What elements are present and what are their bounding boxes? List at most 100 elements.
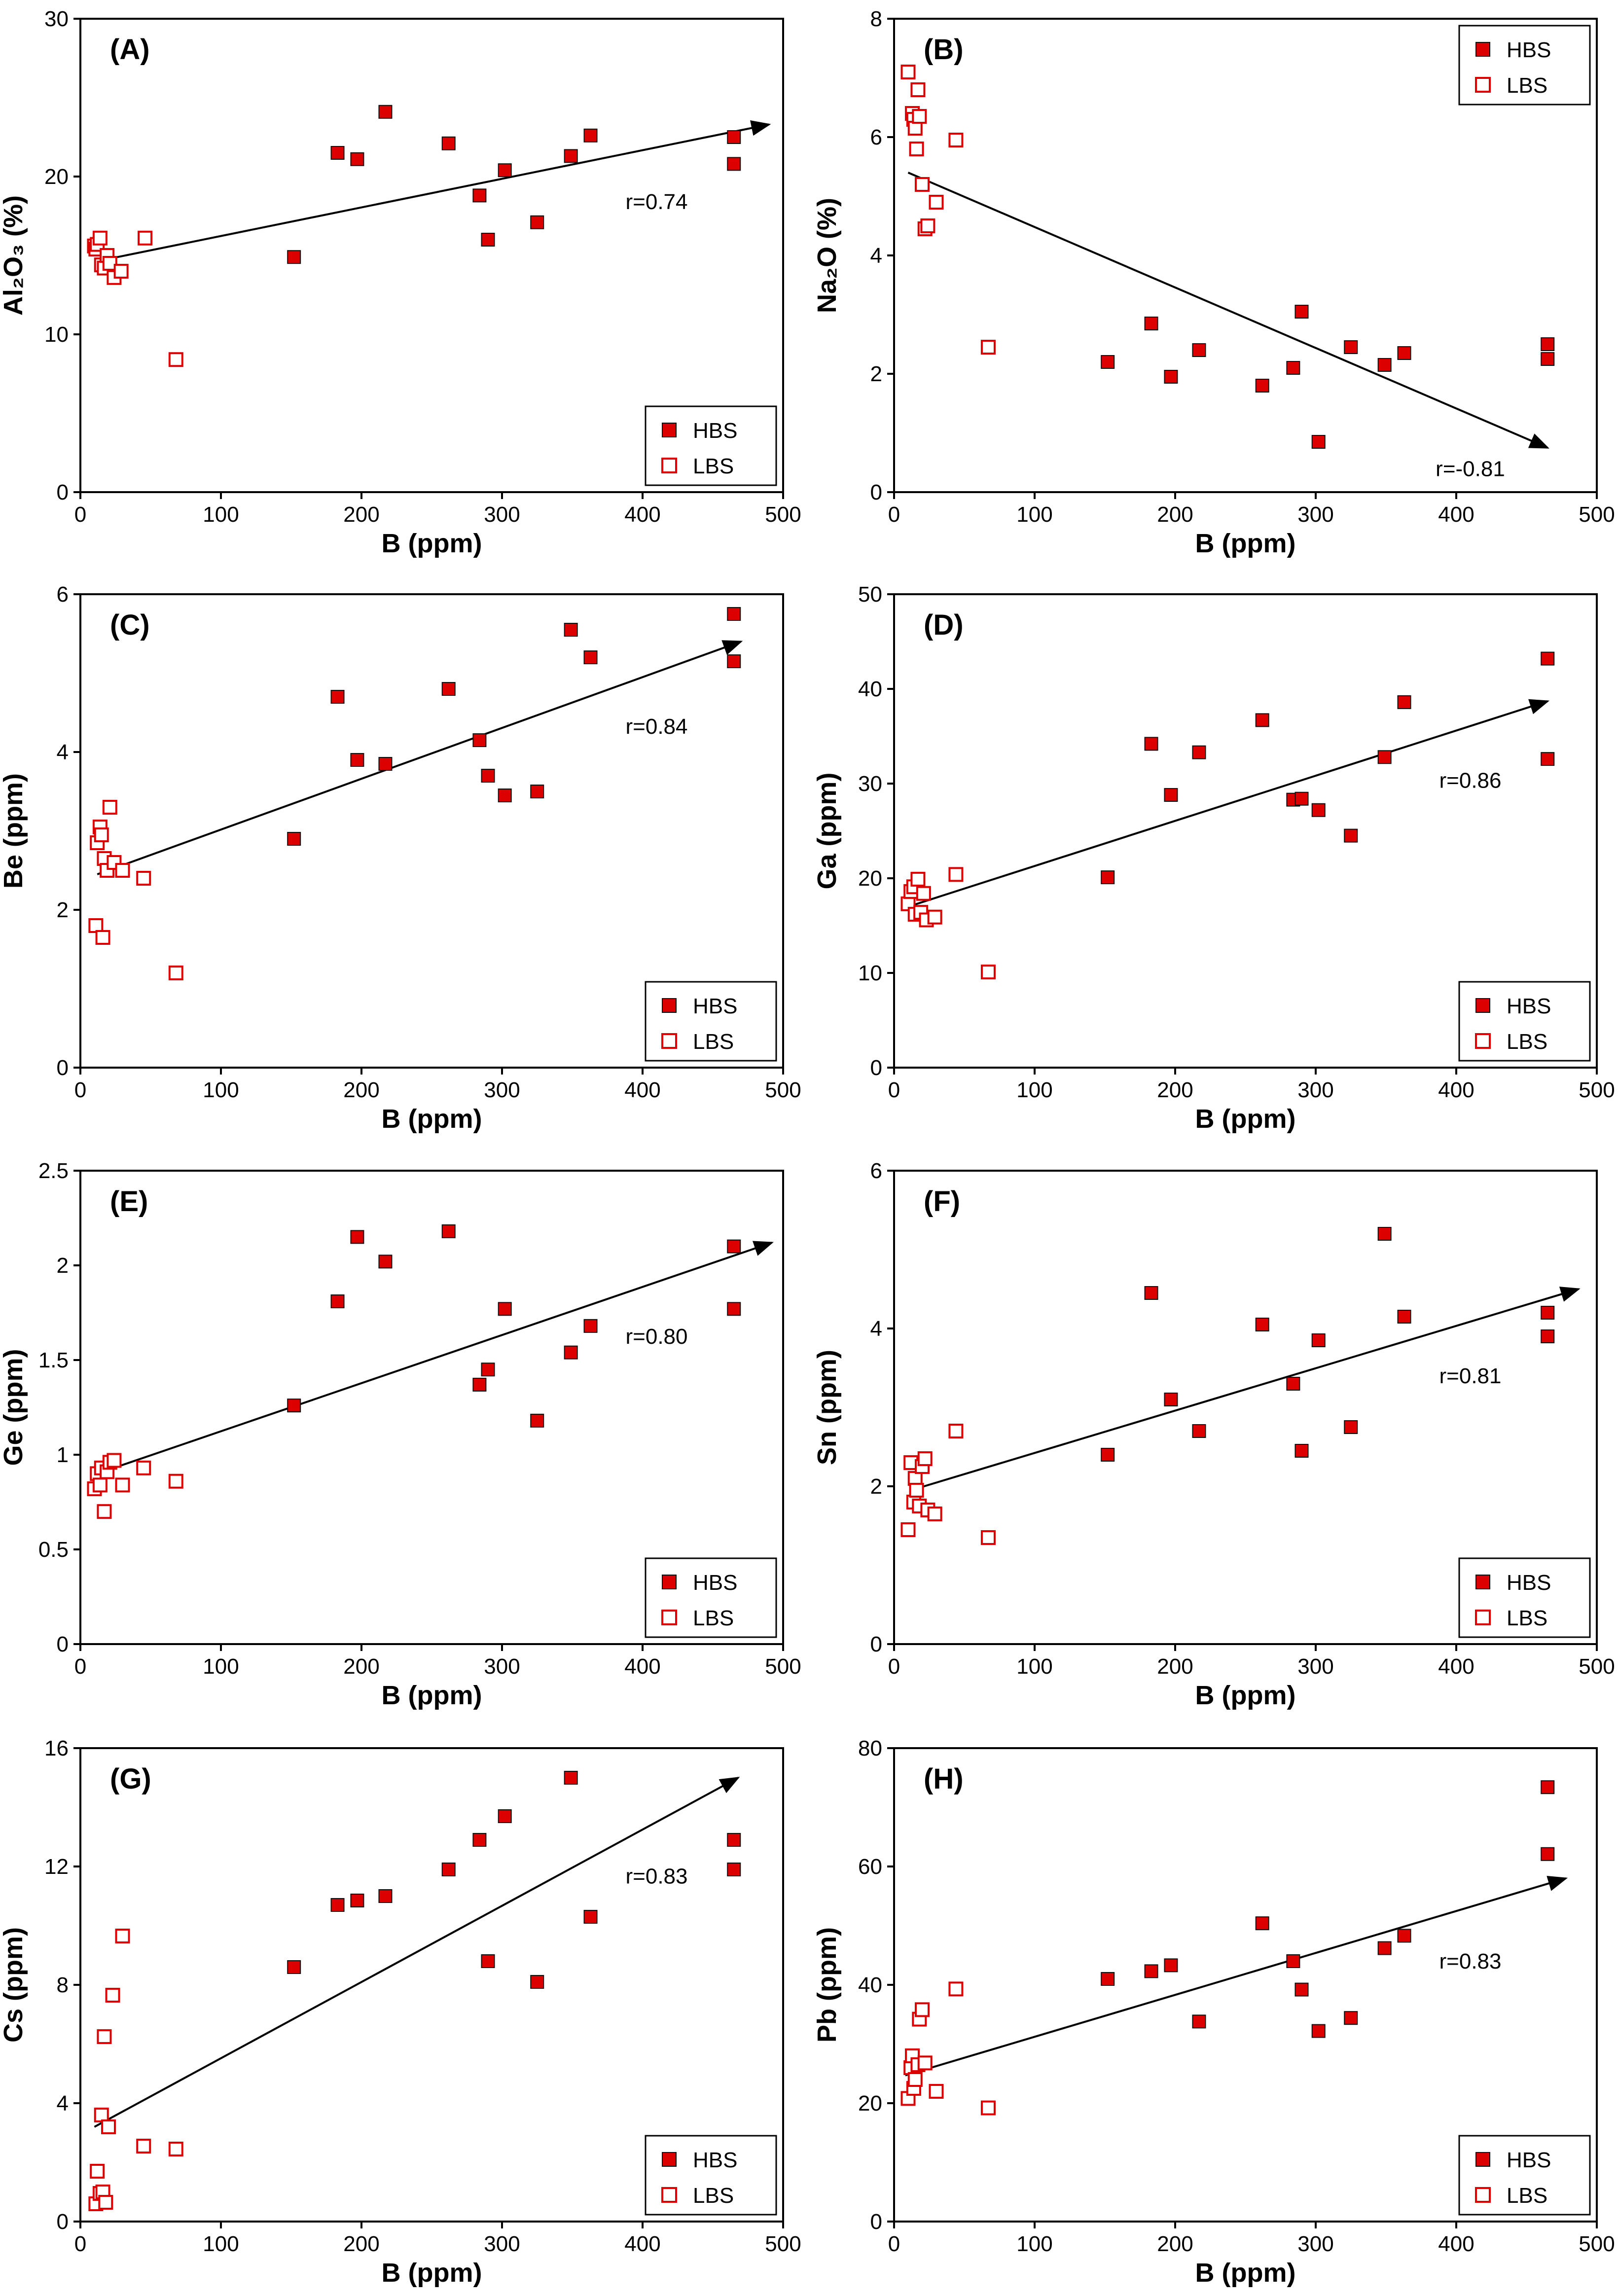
lbs-point — [95, 930, 110, 945]
correlation-label: r=0.83 — [626, 1865, 688, 1889]
hbs-point — [1144, 1964, 1158, 1978]
legend-label-hbs: HBS — [693, 994, 737, 1018]
lbs-point — [102, 800, 117, 815]
x-tick-label: 400 — [1438, 1078, 1474, 1102]
hbs-point — [727, 654, 741, 668]
panel-e: 0 100 200 300 400 500 0 0.5 1 1.5 2 2.5 B (ppm) Ge (p… — [0, 1159, 801, 1710]
hbs-point — [564, 1771, 578, 1785]
trend-arrow — [94, 1777, 740, 2128]
x-tick-label: 0 — [888, 1078, 900, 1102]
hbs-point — [1541, 1306, 1555, 1320]
lbs-point — [917, 1451, 933, 1466]
lbs-point — [980, 965, 996, 980]
lbs-point — [920, 218, 935, 233]
x-tick-label: 0 — [74, 1654, 86, 1679]
lbs-point — [912, 109, 927, 124]
hbs-point — [1541, 1329, 1555, 1343]
hbs-point — [287, 1399, 301, 1413]
x-axis-title: B (ppm) — [382, 1681, 482, 1710]
legend-label-lbs: LBS — [693, 2184, 734, 2208]
hbs-point — [350, 1230, 364, 1244]
y-axis-title: Sn (ppm) — [812, 1350, 842, 1465]
legend-marker-lbs — [661, 1610, 677, 1625]
trend-arrow — [97, 640, 743, 875]
hbs-point — [498, 163, 512, 178]
y-tick-label: 20 — [858, 2091, 882, 2116]
x-tick-label: 100 — [203, 1078, 239, 1102]
hbs-point — [1286, 361, 1300, 375]
plot-frame — [893, 593, 1598, 1069]
legend-marker-hbs — [662, 423, 677, 437]
hbs-point — [583, 1910, 598, 1924]
x-tick-label: 400 — [1438, 502, 1474, 527]
x-tick-label: 0 — [888, 502, 900, 527]
y-tick-label: 1 — [57, 1443, 69, 1467]
x-tick-label: 300 — [1297, 1078, 1333, 1102]
hbs-point — [1397, 695, 1411, 709]
hbs-point — [727, 1239, 741, 1254]
hbs-point — [1311, 2024, 1326, 2038]
lbs-point — [910, 871, 926, 887]
legend-label-hbs: HBS — [1507, 2148, 1551, 2172]
lbs-point — [915, 2002, 930, 2017]
y-tick-label: 50 — [858, 582, 882, 607]
hbs-point — [1192, 343, 1206, 357]
x-tick-label: 100 — [1016, 1654, 1052, 1679]
hbs-point — [498, 789, 512, 802]
x-axis-title: B (ppm) — [1195, 1681, 1296, 1710]
y-tick-label: 1.5 — [38, 1348, 69, 1372]
hbs-point — [498, 1809, 512, 1823]
lbs-point — [115, 1477, 130, 1493]
lbs-point — [94, 2108, 109, 2122]
hbs-point — [1192, 2014, 1206, 2029]
lbs-point — [948, 1424, 964, 1438]
lbs-point — [980, 340, 996, 355]
hbs-point — [530, 215, 544, 229]
x-tick-label: 300 — [484, 2232, 520, 2256]
x-tick-label: 500 — [1579, 502, 1615, 527]
lbs-point — [948, 133, 964, 147]
panel-f: 0 100 200 300 400 500 0 2 4 6 B (ppm) Sn (ppm) (F) r=… — [812, 1159, 1615, 1710]
hbs-point — [1377, 750, 1392, 764]
legend-marker-lbs — [1475, 77, 1491, 93]
y-axis-title: Ge (ppm) — [0, 1349, 28, 1466]
y-tick-label: 0 — [870, 1056, 882, 1080]
hbs-point — [1311, 435, 1326, 449]
panel-g: 0 100 200 300 400 500 0 4 8 12 16 B (ppm) Cs (ppm) (G… — [0, 1736, 801, 2288]
hbs-point — [1255, 1318, 1269, 1331]
y-tick-label: 30 — [858, 772, 882, 796]
lbs-point — [980, 1530, 996, 1545]
legend-marker-hbs — [1475, 1575, 1490, 1589]
hbs-point — [441, 1863, 456, 1876]
lbs-point — [115, 1929, 130, 1943]
y-tick-label: 4 — [57, 2091, 69, 2116]
hbs-point — [1164, 1393, 1178, 1406]
hbs-point — [1255, 713, 1269, 727]
hbs-point — [330, 690, 345, 704]
y-tick-label: 0 — [870, 480, 882, 504]
hbs-point — [1294, 1444, 1309, 1458]
trend-arrow — [91, 1241, 774, 1477]
lbs-point — [907, 1471, 923, 1486]
hbs-point — [1164, 1958, 1178, 1973]
lbs-point — [97, 1504, 112, 1519]
hbs-point — [287, 250, 301, 264]
lbs-point — [97, 2029, 112, 2044]
y-tick-label: 20 — [44, 165, 69, 189]
hbs-point — [1144, 317, 1158, 330]
hbs-point — [1255, 379, 1269, 393]
x-tick-label: 400 — [624, 1078, 660, 1102]
lbs-point — [948, 867, 964, 882]
panel-c: 0 100 200 300 400 500 0 2 4 6 B (ppm) Be (ppm) (C) r=… — [0, 582, 801, 1134]
hbs-point — [1311, 803, 1326, 817]
hbs-point — [1164, 788, 1178, 802]
lbs-point — [136, 2139, 151, 2153]
lbs-point — [138, 230, 153, 246]
x-tick-label: 400 — [624, 502, 660, 527]
hbs-point — [727, 607, 741, 621]
x-tick-label: 200 — [1157, 502, 1193, 527]
x-tick-label: 200 — [343, 502, 379, 527]
x-tick-label: 500 — [765, 502, 801, 527]
hbs-point — [564, 1345, 578, 1360]
legend-marker-lbs — [1475, 1610, 1491, 1625]
